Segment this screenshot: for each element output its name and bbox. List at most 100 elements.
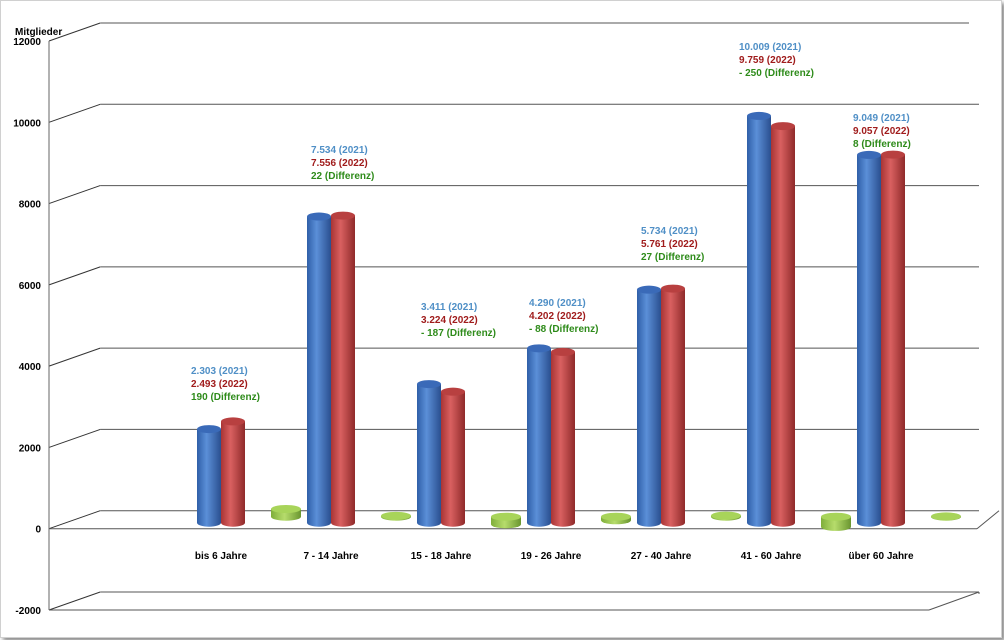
bar-body — [197, 429, 221, 523]
data-label: 190 (Differenz) — [191, 392, 260, 403]
floor-edge — [976, 510, 1000, 530]
bar-top — [821, 512, 851, 521]
x-tick-label: 19 - 26 Jahre — [521, 551, 582, 562]
bar-bottom — [527, 518, 551, 527]
bar-body — [331, 215, 355, 523]
bar-diff-1 — [381, 511, 411, 521]
x-tick-label: 7 - 14 Jahre — [303, 551, 358, 562]
data-label: 22 (Differenz) — [311, 171, 374, 182]
x-tick-label: über 60 Jahre — [848, 551, 913, 562]
bar-2022-0 — [221, 417, 245, 527]
bar-bottom — [417, 518, 441, 527]
bar-body — [637, 289, 661, 523]
bar-diff-3 — [601, 512, 631, 525]
bar-top — [857, 150, 881, 159]
data-label: 7.556 (2022) — [311, 158, 368, 169]
bar-bottom — [441, 518, 465, 527]
y-tick-label: -2000 — [15, 606, 41, 617]
y-axis-label: Mitglieder — [15, 27, 62, 38]
bar-diff-5 — [821, 512, 851, 531]
y-tick-label: 6000 — [19, 281, 42, 292]
data-label: - 250 (Differenz) — [739, 68, 814, 79]
bar-bottom — [821, 522, 851, 531]
bar-2022-6 — [881, 150, 905, 527]
bar-bottom — [331, 518, 355, 527]
bar-bottom — [637, 518, 661, 527]
bar-body — [551, 351, 575, 523]
data-label: 2.493 (2022) — [191, 379, 248, 390]
y-tick-label: 4000 — [19, 362, 42, 373]
data-label: 10.009 (2021) — [739, 42, 801, 53]
bar-bottom — [747, 518, 771, 527]
bar-body — [307, 216, 331, 523]
bar-bottom — [881, 518, 905, 527]
data-label: 2.303 (2021) — [191, 366, 248, 377]
bar-top — [881, 150, 905, 159]
data-label: 9.057 (2022) — [853, 126, 910, 137]
gridline-side — [48, 428, 101, 448]
data-label: 3.411 (2021) — [421, 302, 477, 313]
bar-diff-2 — [491, 512, 521, 529]
bar-body — [417, 384, 441, 523]
bar-2021-0 — [197, 425, 221, 527]
bar-top — [491, 512, 521, 521]
bar-body — [857, 154, 881, 523]
data-label: 4.202 (2022) — [529, 311, 586, 322]
bar-top — [711, 511, 741, 520]
data-label: 3.224 (2022) — [421, 315, 478, 326]
bar-2022-3 — [551, 347, 575, 527]
bar-diff-6 — [931, 512, 961, 521]
x-tick-label: bis 6 Jahre — [195, 551, 248, 562]
bar-bottom — [307, 518, 331, 527]
gridline-side — [48, 591, 101, 611]
y-tick-label: 0 — [35, 525, 41, 536]
data-label: 8 (Differenz) — [853, 139, 911, 150]
bar-bottom — [271, 512, 301, 521]
bar-2021-3 — [527, 344, 551, 527]
bar-2021-4 — [637, 285, 661, 527]
y-tick-label: 8000 — [19, 200, 42, 211]
x-tick-label: 27 - 40 Jahre — [631, 551, 692, 562]
bar-2021-5 — [747, 111, 771, 527]
bar-top — [331, 211, 355, 220]
bar-top — [527, 344, 551, 353]
bar-bottom — [551, 518, 575, 527]
bar-bottom — [197, 518, 221, 527]
data-label: - 187 (Differenz) — [421, 328, 496, 339]
bar-top — [747, 111, 771, 120]
bar-body — [527, 348, 551, 523]
bar-2022-1 — [331, 211, 355, 527]
gridline-side — [48, 347, 101, 367]
gridline-side — [48, 22, 101, 42]
bar-top — [931, 512, 961, 521]
bar-2022-5 — [771, 122, 795, 527]
gridline-side — [48, 103, 101, 123]
bar-body — [881, 154, 905, 523]
bar-top — [307, 212, 331, 221]
bar-diff-0 — [271, 504, 301, 521]
data-label: 5.761 (2022) — [641, 239, 698, 250]
bar-top — [441, 387, 465, 396]
data-label: 9.759 (2022) — [739, 55, 796, 66]
bar-diff-4 — [711, 511, 741, 521]
bar-top — [417, 380, 441, 389]
x-tick-label: 15 - 18 Jahre — [411, 551, 472, 562]
bar-top — [771, 122, 795, 131]
bar-bottom — [771, 518, 795, 527]
bar-top — [601, 512, 631, 521]
bar-bottom — [221, 518, 245, 527]
bar-2022-4 — [661, 284, 685, 527]
y-tick-label: 10000 — [13, 118, 41, 129]
bar-top — [271, 504, 301, 513]
bar-top — [381, 511, 411, 520]
bar-2021-6 — [857, 150, 881, 527]
data-label: 9.049 (2021) — [853, 113, 910, 124]
y-tick-label: 12000 — [13, 37, 41, 48]
data-label: 4.290 (2021) — [529, 298, 586, 309]
x-tick-label: 41 - 60 Jahre — [741, 551, 802, 562]
bar-top — [197, 425, 221, 434]
bar-top — [661, 284, 685, 293]
gridline-side — [48, 185, 101, 205]
bar-top — [637, 285, 661, 294]
